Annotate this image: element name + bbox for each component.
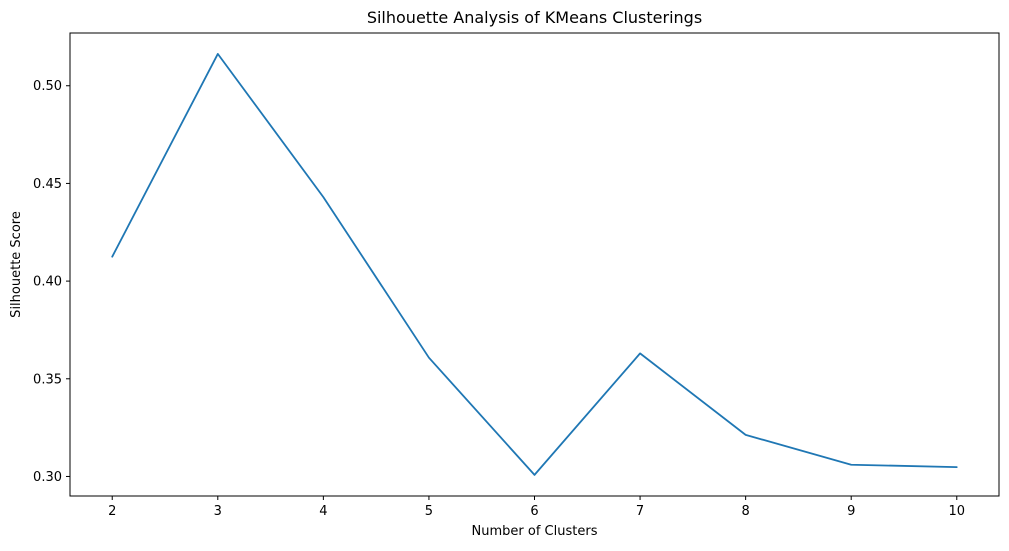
y-tick-label: 0.45 xyxy=(33,177,62,192)
y-axis-ticks: 0.30 0.35 0.40 0.45 0.50 xyxy=(33,79,70,485)
plot-frame xyxy=(69,32,1000,497)
plot-area: 2 3 4 5 6 7 8 9 10 0.30 0.35 0.40 0.45 0.50 xyxy=(33,32,1000,519)
y-tick-label: 0.30 xyxy=(33,470,62,485)
y-axis-label: Silhouette Score xyxy=(9,211,24,318)
x-tick-label: 10 xyxy=(948,504,965,519)
x-tick-label: 7 xyxy=(636,504,644,519)
x-tick-label: 4 xyxy=(319,504,327,519)
x-tick-label: 6 xyxy=(530,504,538,519)
x-tick-label: 5 xyxy=(425,504,433,519)
chart-title: Silhouette Analysis of KMeans Clustering… xyxy=(367,8,702,27)
x-tick-label: 3 xyxy=(214,504,222,519)
x-tick-label: 2 xyxy=(108,504,116,519)
series-layer xyxy=(111,53,958,476)
y-tick-label: 0.35 xyxy=(33,372,62,387)
x-axis-label: Number of Clusters xyxy=(472,524,598,539)
x-tick-label: 8 xyxy=(741,504,749,519)
y-tick-label: 0.50 xyxy=(33,79,62,94)
x-axis-ticks: 2 3 4 5 6 7 8 9 10 xyxy=(108,496,965,519)
x-tick-label: 9 xyxy=(847,504,855,519)
y-tick-label: 0.40 xyxy=(33,275,62,290)
series-line xyxy=(111,53,958,476)
